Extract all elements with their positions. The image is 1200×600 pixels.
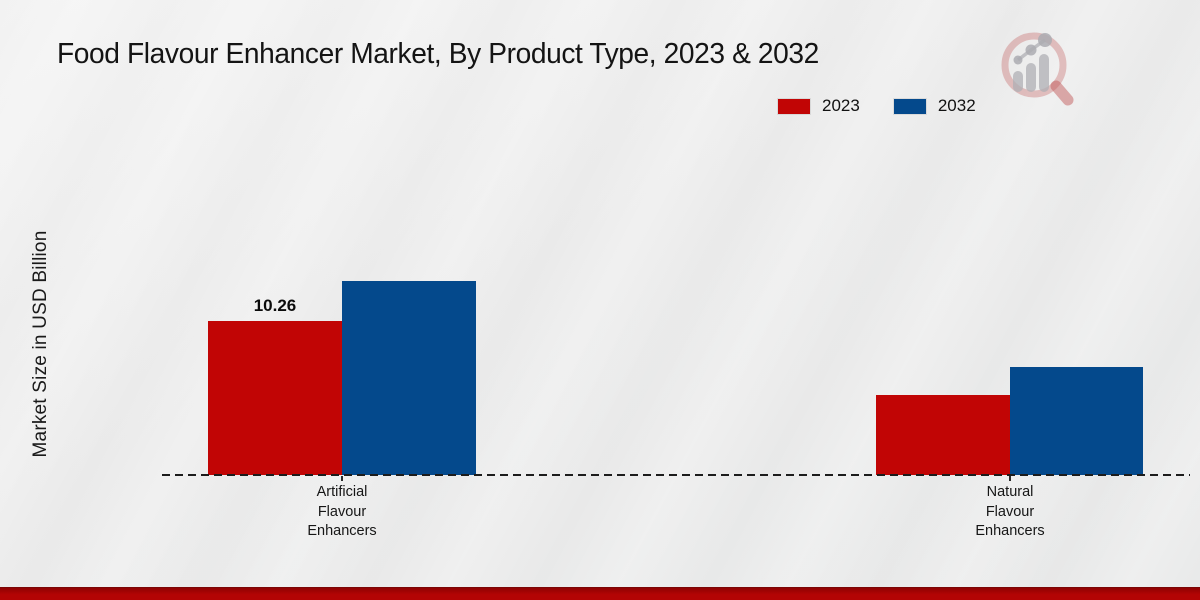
legend-swatch-2032 (893, 98, 926, 114)
category-label-artificial: Artificial Flavour Enhancers (307, 484, 377, 539)
legend-item-2023: 2023 (778, 96, 860, 116)
legend-swatch-2023 (778, 98, 810, 114)
x-axis-dashed-baseline (162, 474, 1190, 476)
legend-label-2032: 2032 (937, 96, 976, 115)
bar-natural-2032 (1010, 367, 1143, 475)
x-axis-tick-natural (1009, 476, 1011, 481)
legend: 2023 2032 (778, 96, 976, 116)
bar-value-label: 10.26 (253, 296, 297, 315)
bar-natural-2023 (876, 395, 1010, 475)
footer-accent-bar (0, 587, 1200, 600)
bar-artificial-2023 (208, 321, 342, 475)
category-label-natural: Natural Flavour Enhancers (975, 484, 1045, 539)
y-axis-label: Market Size in USD Billion (30, 230, 51, 458)
bar-artificial-2032 (342, 281, 476, 475)
x-axis-tick-artificial (341, 476, 343, 481)
legend-label-2023: 2023 (822, 96, 860, 115)
chart-title: Food Flavour Enhancer Market, By Product… (57, 38, 819, 70)
market-research-magnifier-logo-icon (1001, 32, 1074, 106)
legend-item-2032: 2032 (893, 96, 976, 116)
